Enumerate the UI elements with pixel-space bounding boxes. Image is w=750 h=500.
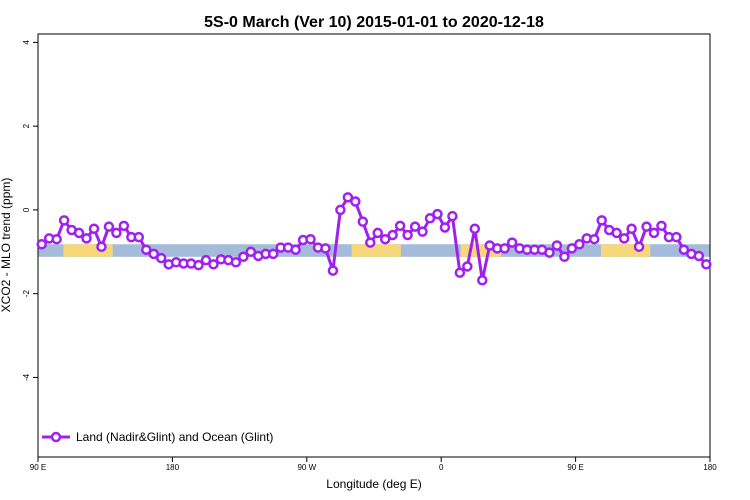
data-point bbox=[148, 248, 159, 260]
data-point bbox=[238, 251, 249, 263]
data-point bbox=[402, 229, 413, 241]
legend-label: Land (Nadir&Glint) and Ocean (Glint) bbox=[76, 430, 273, 444]
data-point bbox=[141, 244, 152, 255]
data-point bbox=[133, 231, 145, 243]
y-axis-label: XCO2 - MLO trend (ppm) bbox=[0, 178, 13, 313]
data-point bbox=[544, 247, 555, 258]
plot-area: 90 E 180 90 W 0 90 E 180 4 2 0 -2 -4 bbox=[22, 33, 717, 472]
data-point bbox=[447, 210, 458, 222]
data-point bbox=[618, 233, 630, 244]
data-point bbox=[357, 216, 369, 227]
land-band-1 bbox=[351, 244, 401, 257]
x-tick-label-3: 0 bbox=[439, 463, 444, 472]
legend: Land (Nadir&Glint) and Ocean (Glint) bbox=[42, 430, 273, 444]
legend-marker bbox=[50, 431, 62, 443]
data-point bbox=[589, 233, 600, 245]
x-tick-label-1: 180 bbox=[166, 463, 180, 472]
data-point bbox=[51, 233, 62, 245]
chart-title: 5S-0 March (Ver 10) 2015-01-01 to 2020-1… bbox=[204, 14, 544, 31]
data-point bbox=[365, 237, 376, 248]
data-point bbox=[477, 275, 488, 286]
data-point bbox=[335, 204, 346, 216]
data-point bbox=[417, 226, 428, 237]
x-axis-label: Longitude (deg E) bbox=[326, 477, 421, 491]
data-point bbox=[678, 244, 690, 255]
data-point bbox=[454, 267, 466, 278]
data-point bbox=[58, 215, 70, 226]
data-point bbox=[193, 259, 204, 271]
data-point bbox=[88, 223, 100, 234]
data-point bbox=[200, 254, 212, 266]
data-point bbox=[118, 220, 130, 232]
data-point bbox=[641, 221, 652, 232]
data-point bbox=[596, 215, 607, 226]
data-point bbox=[36, 238, 47, 250]
data-point bbox=[111, 227, 122, 239]
data-point bbox=[574, 238, 585, 250]
y-tick-label-3: -2 bbox=[22, 290, 31, 298]
data-point bbox=[506, 237, 518, 248]
x-tick-label-4: 90 E bbox=[567, 463, 583, 472]
x-tick-label-5: 180 bbox=[703, 463, 717, 472]
data-point bbox=[559, 251, 570, 263]
data-point bbox=[633, 241, 645, 253]
y-tick-label-1: 2 bbox=[22, 123, 31, 128]
data-point bbox=[462, 261, 473, 272]
data-point bbox=[656, 220, 667, 232]
data-point bbox=[208, 259, 219, 270]
y-tick-label-2: 0 bbox=[22, 207, 31, 212]
x-tick-label-2: 90 W bbox=[297, 463, 316, 472]
y-tick-label-0: 4 bbox=[22, 40, 31, 45]
data-point bbox=[290, 244, 301, 255]
data-point bbox=[81, 233, 92, 244]
data-point bbox=[409, 221, 421, 232]
data-point bbox=[648, 227, 660, 239]
data-point bbox=[96, 241, 107, 253]
data-point bbox=[103, 221, 115, 232]
data-point bbox=[372, 227, 383, 239]
data-point bbox=[327, 265, 339, 276]
data-point bbox=[320, 243, 331, 254]
data-point bbox=[245, 246, 257, 258]
data-point bbox=[626, 223, 637, 234]
data-point bbox=[424, 213, 436, 224]
data-point bbox=[701, 259, 712, 270]
data-point bbox=[671, 231, 682, 243]
y-tick-label-4: -4 bbox=[22, 373, 31, 381]
data-point bbox=[611, 227, 622, 239]
data-point bbox=[350, 196, 361, 207]
data-point bbox=[499, 243, 510, 254]
data-point bbox=[305, 233, 316, 245]
x-axis: 90 E 180 90 W 0 90 E 180 bbox=[30, 457, 717, 472]
data-point bbox=[342, 192, 354, 203]
data-point bbox=[693, 250, 705, 262]
series-layer bbox=[36, 192, 712, 286]
data-point bbox=[230, 257, 242, 268]
data-point bbox=[566, 243, 578, 254]
data-point bbox=[379, 233, 391, 245]
data-point bbox=[394, 220, 406, 232]
y-axis: 4 2 0 -2 -4 bbox=[22, 40, 38, 381]
data-point bbox=[551, 240, 563, 251]
data-point bbox=[267, 248, 279, 260]
data-point bbox=[387, 229, 398, 241]
data-point bbox=[73, 227, 85, 239]
data-point bbox=[432, 208, 443, 220]
data-point bbox=[155, 252, 167, 264]
x-tick-label-0: 90 E bbox=[30, 463, 46, 472]
data-point bbox=[469, 223, 481, 234]
data-point bbox=[439, 222, 451, 233]
